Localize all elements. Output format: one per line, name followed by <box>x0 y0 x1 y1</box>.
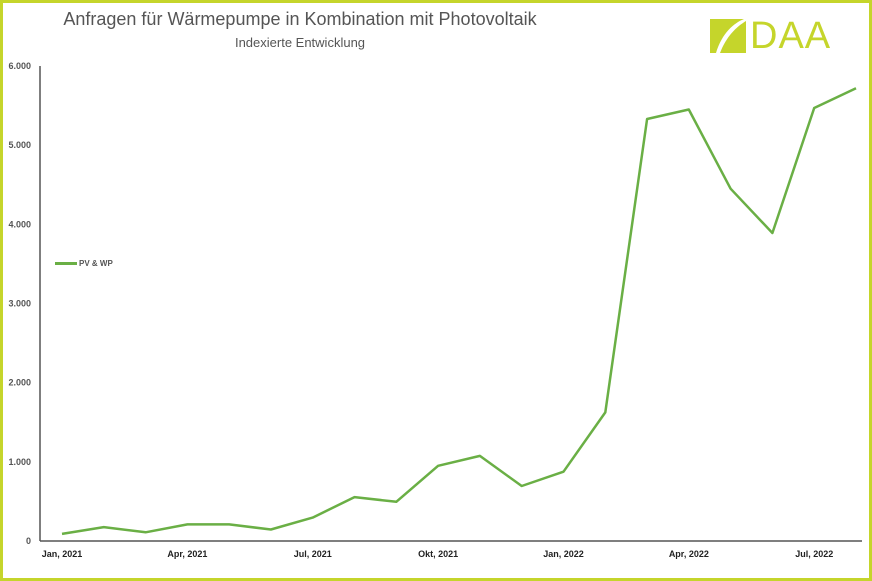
x-axis-ticks: Jan, 2021 Apr, 2021 Jul, 2021 Okt, 2021 Jan,… <box>42 549 833 559</box>
y-tick-label: 3.000 <box>8 299 31 309</box>
y-tick-label: 2.000 <box>8 378 31 388</box>
y-tick-label: 4.000 <box>8 219 31 229</box>
legend-label: PV & WP <box>79 259 113 268</box>
x-tick-label: Jan, 2021 <box>42 549 83 559</box>
y-tick-label: 6.000 <box>8 61 31 71</box>
chart-subtitle: Indexierte Entwicklung <box>234 35 366 50</box>
logo-text: DAA <box>750 15 832 57</box>
y-tick-label: 5.000 <box>8 140 31 150</box>
x-tick-label: Jul, 2021 <box>294 549 332 559</box>
x-tick-label: Jan, 2022 <box>543 549 584 559</box>
legend-swatch <box>55 262 77 265</box>
x-tick-label: Apr, 2022 <box>669 549 709 559</box>
x-tick-label: Jul, 2022 <box>795 549 833 559</box>
x-tick-label: Okt, 2021 <box>418 549 458 559</box>
y-tick-label: 0 <box>26 536 31 546</box>
y-tick-label: 1.000 <box>8 457 31 467</box>
chart-title: Anfragen für Wärmepumpe in Kombination m… <box>63 9 537 29</box>
daa-logo: DAA <box>710 15 832 57</box>
y-axis-ticks: 0 1.000 2.000 3.000 4.000 5.000 6.000 <box>8 61 31 546</box>
x-tick-label: Apr, 2021 <box>167 549 207 559</box>
series-line-pv-wp <box>61 87 857 536</box>
leaf-icon <box>710 19 746 53</box>
legend: PV & WP <box>55 259 113 268</box>
